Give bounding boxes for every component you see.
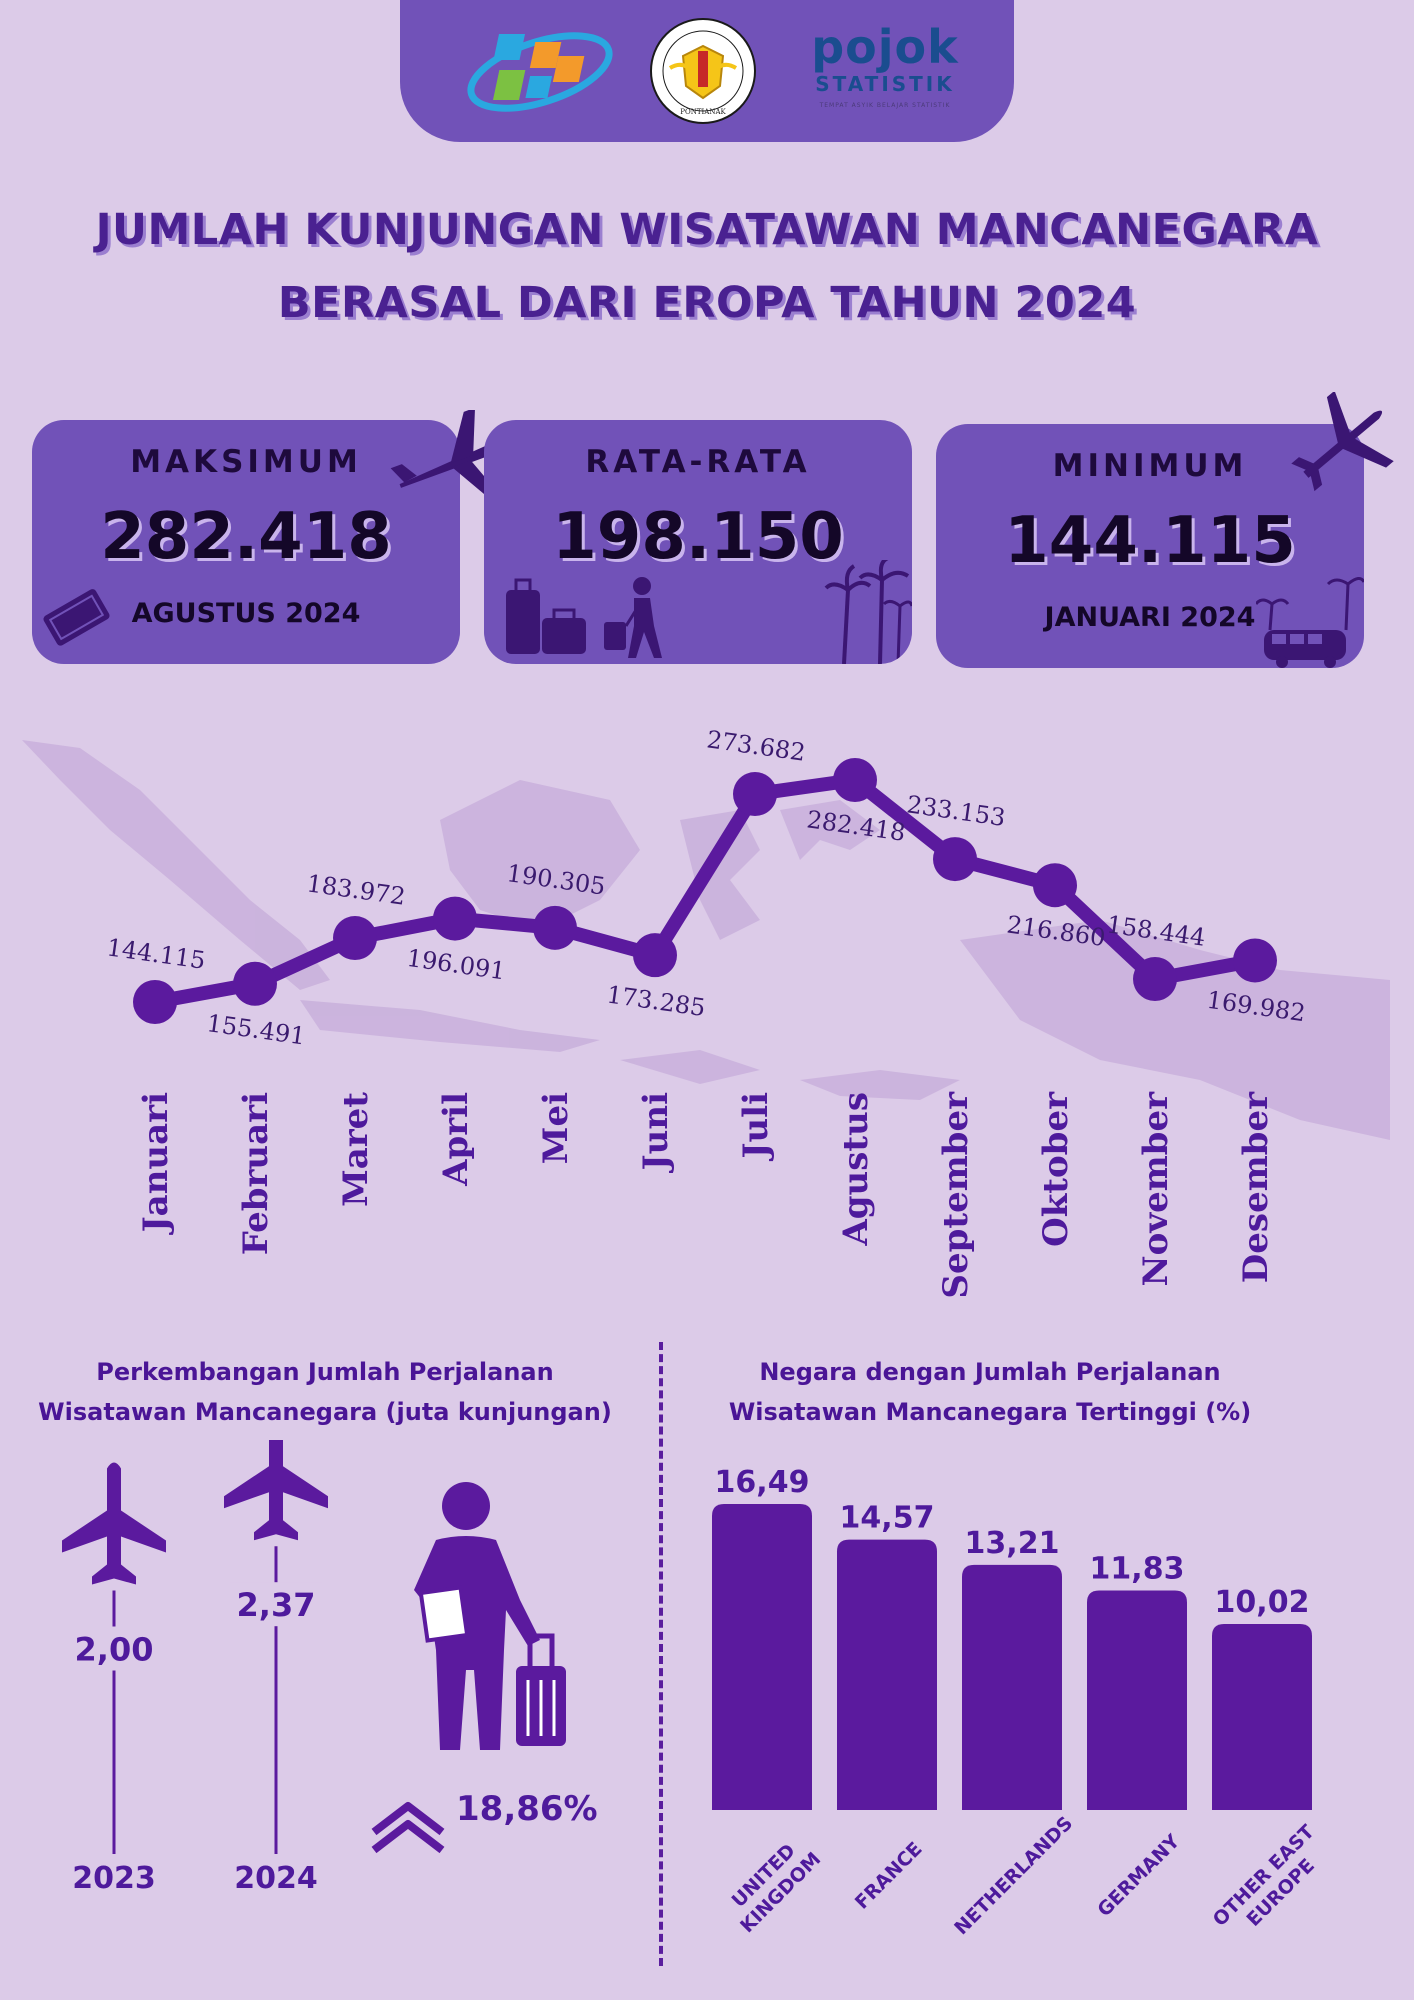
traveler-icon: [414, 1482, 566, 1750]
line-point-maret: [333, 916, 377, 961]
growth-value-2023: 2,00: [75, 1631, 154, 1669]
line-value-label-april: 196.091: [405, 944, 507, 986]
line-value-label-juli: 273.682: [705, 725, 807, 767]
line-point-januari: [133, 980, 177, 1024]
avg-value: 198.150: [552, 500, 844, 574]
ticket-icon: [43, 589, 110, 646]
month-tick-september: September: [936, 1091, 976, 1299]
line-value-label-maret: 183.972: [305, 869, 407, 911]
monthly-line-chart: Januari Februari Maret April Mei Juni Juli Agus…: [22, 725, 1390, 1299]
month-tick-februari: Februari: [236, 1092, 276, 1255]
country-value-3: 11,83: [1090, 1551, 1185, 1586]
avg-label: RATA-RATA: [585, 444, 811, 480]
month-tick-desember: Desember: [1236, 1091, 1276, 1283]
chevron-up-icon: [371, 1802, 445, 1854]
month-tick-oktober: Oktober: [1036, 1091, 1076, 1247]
svg-text:PONTIANAK: PONTIANAK: [680, 108, 726, 116]
country-value-2: 13,21: [965, 1526, 1060, 1561]
country-bar-chart: 16,49 14,57 13,21 11,83 10,02 UNITEDKINGDOM F…: [712, 1465, 1336, 1948]
month-tick-juni: Juni: [636, 1092, 676, 1174]
month-tick-november: November: [1136, 1091, 1176, 1287]
palm-trees-icon: [824, 560, 912, 664]
statistik-logo-text: STATISTIK: [815, 72, 955, 96]
line-value-label-februari: 155.491: [205, 1009, 307, 1051]
country-bar-4: [1212, 1624, 1312, 1810]
yearly-growth-chart: 2,00 2023 2,37 2024 18,86%: [62, 1440, 598, 1898]
avg-card: RATA-RATA 198.150: [484, 420, 912, 664]
country-label-1: FRANCE: [851, 1838, 927, 1914]
line-point-desember: [1233, 938, 1277, 983]
month-tick-januari: Januari: [136, 1092, 176, 1236]
month-tick-agustus: Agustus: [836, 1092, 876, 1247]
max-value: 282.418: [100, 500, 392, 574]
growth-year-2023: 2023: [72, 1861, 156, 1896]
max-label: MAKSIMUM: [130, 444, 362, 480]
bps-logo: [467, 32, 613, 112]
line-value-label-juni: 173.285: [605, 980, 707, 1022]
max-card: MAKSIMUM 282.418 AGUSTUS 2024: [32, 420, 460, 664]
growth-panel-title: Perkembangan Jumlah Perjalanan Wisatawan…: [20, 1352, 630, 1432]
pojok-statistik-logo: pojok STATISTIK TEMPAT ASYIK BELAJAR STA…: [800, 22, 970, 122]
van-palm-icon: [1256, 577, 1364, 668]
growth-year-bg: [68, 1854, 160, 1898]
growth-value-bg: [230, 1582, 322, 1627]
line-point-november: [1133, 956, 1177, 1001]
country-bar-2: [962, 1564, 1062, 1810]
country-value-1: 14,57: [840, 1501, 935, 1536]
airplane-icon: [62, 1462, 166, 1585]
line-point-agustus: [833, 758, 877, 802]
pojok-tagline: TEMPAT ASYIK BELAJAR STATISTIK: [819, 102, 951, 109]
growth-value-bg: [68, 1626, 160, 1671]
line-point-oktober: [1033, 863, 1077, 908]
page-title-line2: BERASAL DARI EROPA TAHUN 2024: [277, 278, 1137, 328]
untan-logo: PONTIANAK: [650, 18, 756, 124]
line-value-label-januari: 144.115: [105, 933, 207, 975]
growth-panel-title-line1: Perkembangan Jumlah Perjalanan: [96, 1358, 554, 1386]
month-axis: Januari Februari Maret April Mei Juni Juli Agus…: [136, 1091, 1276, 1299]
page-title-line1: JUMLAH KUNJUNGAN WISATAWAN MANCANEGARA: [95, 205, 1319, 255]
growth-panel-title-line2: Wisatawan Mancanegara (juta kunjungan): [38, 1398, 612, 1426]
airplane-icon: [224, 1440, 328, 1541]
line-point-september: [933, 837, 977, 882]
min-value: 144.115: [1004, 504, 1296, 578]
airplane-top-right-icon: [1291, 392, 1394, 492]
line-point-februari: [233, 961, 277, 1006]
country-label-2: NETHERLANDS: [950, 1812, 1077, 1939]
panel-divider: [659, 1342, 663, 1966]
indonesia-map-background: [22, 740, 1390, 1140]
country-value-0: 16,49: [715, 1465, 810, 1500]
line-point-juli: [733, 772, 777, 817]
country-label-0: UNITEDKINGDOM: [719, 1831, 825, 1937]
growth-year-bg: [230, 1854, 322, 1898]
country-bar-1: [837, 1539, 937, 1810]
min-card: MINIMUM 144.115 JANUARI 2024: [936, 424, 1364, 668]
luggage-traveler-icon: [506, 577, 662, 658]
country-bar-0: [712, 1504, 812, 1810]
country-panel-title-line2: Wisatawan Mancanegara Tertinggi (%): [728, 1398, 1252, 1426]
line-point-juni: [633, 933, 677, 978]
header-logo-bar: PONTIANAK pojok STATISTIK TEMPAT ASYIK B…: [400, 0, 1014, 142]
country-label-3: GERMANY: [1093, 1830, 1184, 1921]
max-month: AGUSTUS 2024: [131, 598, 361, 629]
min-label: MINIMUM: [1052, 448, 1248, 484]
month-tick-mei: Mei: [536, 1092, 576, 1164]
line-point-mei: [533, 905, 577, 950]
country-panel-title: Negara dengan Jumlah Perjalanan Wisatawa…: [680, 1352, 1300, 1432]
pojok-logo-text: pojok: [811, 20, 959, 74]
growth-value-2024: 2,37: [237, 1586, 316, 1624]
country-value-4: 10,02: [1215, 1585, 1310, 1620]
country-bar-3: [1087, 1590, 1187, 1810]
month-tick-maret: Maret: [336, 1092, 376, 1207]
min-month: JANUARI 2024: [1044, 602, 1256, 633]
month-tick-april: April: [436, 1092, 476, 1187]
month-tick-juli: Juli: [736, 1092, 776, 1162]
country-label-4: OTHER EASTEUROPE: [1209, 1821, 1336, 1948]
growth-percent: 18,86%: [456, 1789, 598, 1829]
growth-year-2024: 2024: [234, 1861, 318, 1896]
country-panel-title-line1: Negara dengan Jumlah Perjalanan: [759, 1358, 1221, 1386]
line-point-april: [433, 896, 477, 941]
